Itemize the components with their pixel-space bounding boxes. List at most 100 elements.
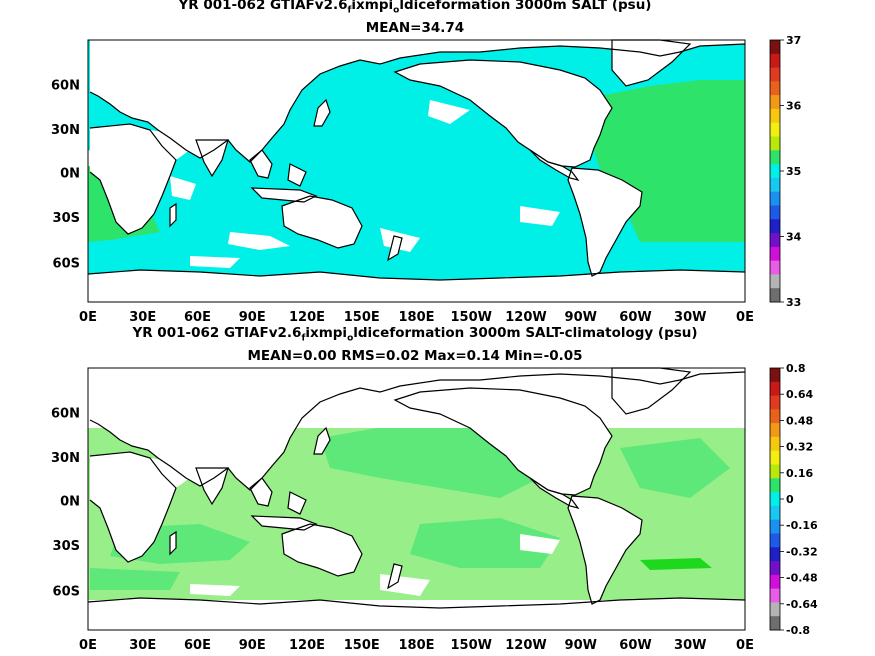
lat-tick-label: 0N	[60, 494, 80, 509]
colorbar-swatch	[770, 492, 780, 507]
colorbar-swatch	[770, 274, 780, 289]
lon-tick-label: 150E	[344, 638, 380, 653]
panel-2-title-part: YR 001-062 GTIAFv2.6	[132, 325, 302, 341]
panel-1-title-part: ldiceformation 3000m SALT (psu)	[399, 0, 652, 13]
colorbar-swatch	[770, 164, 780, 179]
colorbar-swatch	[770, 602, 780, 617]
colorbar-tick-label: 34	[786, 231, 802, 244]
colorbar-tick-label: -0.32	[786, 545, 818, 558]
axes-layer: 60N 30N 0N 30S 60S 0E 30E 60E 90E 120E 150E 180E 150…	[51, 79, 754, 653]
colorbar-tick-label: 0.32	[786, 441, 813, 454]
lon-tick-label: 120W	[505, 310, 546, 325]
lon-tick-label: 150W	[451, 310, 492, 325]
lon-tick-label: 150W	[451, 638, 492, 653]
panel-1-title-part: YR 001-062 GTIAFv2.6	[178, 0, 348, 13]
panel-2-title-sub: o	[347, 333, 354, 344]
map-panel-1	[87, 39, 746, 303]
colorbar-swatch	[770, 95, 780, 110]
lon-tick-label: 0E	[736, 638, 754, 653]
colorbar-swatch	[770, 561, 780, 576]
colorbar-swatch	[770, 191, 780, 206]
lon-tick-label: 60E	[184, 310, 211, 325]
lon-tick-label: 150E	[344, 310, 380, 325]
panel-1-title-part: ixmpi	[351, 0, 394, 13]
colorbar-tick-label: -0.16	[786, 519, 818, 532]
panel-2-title-sub: f	[301, 333, 306, 344]
anomaly-high-patch	[640, 558, 712, 570]
lon-tick-label: 0E	[736, 310, 754, 325]
lon-tick-label: 180E	[398, 638, 434, 653]
lon-tick-label: 30W	[674, 638, 706, 653]
colorbar-swatch	[770, 205, 780, 220]
lat-tick-label: 60N	[51, 407, 80, 422]
lon-tick-label: 120W	[505, 638, 546, 653]
panel-2-title-part: ixmpi	[305, 325, 348, 341]
lat-tick-label: 0N	[60, 166, 80, 181]
colorbar-swatch	[770, 450, 780, 466]
colorbar-swatch	[770, 436, 780, 452]
panel-2-stats: MEAN=0.00 RMS=0.02 Max=0.14 Min=-0.05	[247, 348, 583, 364]
colorbar-tick-label: -0.48	[786, 572, 818, 585]
colorbar-swatch	[770, 368, 780, 383]
map-frame-2	[87, 367, 746, 631]
lon-tick-label: 0E	[79, 638, 97, 653]
colorbar-swatch	[770, 519, 780, 534]
lat-tick-label: 30N	[51, 123, 80, 138]
colorbar-swatch	[770, 219, 780, 234]
lat-tick-label: 30S	[53, 211, 80, 226]
colorbar-swatch	[770, 260, 780, 275]
lat-tick-label: 60S	[53, 257, 80, 272]
colorbar-swatch	[770, 53, 780, 69]
map-frame-1	[87, 39, 746, 303]
panel-1-title-sub: o	[393, 5, 400, 16]
colorbar-tick-label: -0.8	[786, 624, 810, 637]
colorbar-swatch	[770, 395, 780, 410]
colorbar-tick-label: 0.8	[786, 362, 806, 375]
colorbar-swatch	[770, 67, 780, 82]
panel-1-stats: MEAN=34.74	[365, 20, 465, 36]
colorbar-tick-label: 0.16	[786, 467, 813, 480]
colorbar-swatch	[770, 150, 780, 165]
colorbar-swatch	[770, 233, 780, 248]
lon-tick-label: 90W	[565, 638, 597, 653]
colorbar-swatch	[770, 108, 780, 124]
colorbar-swatch	[770, 533, 780, 548]
panel-2-title-part: ldiceformation 3000m SALT-climatology (p…	[353, 325, 698, 341]
lon-tick-label: 60W	[619, 638, 651, 653]
panel-2-title: YR 001-062 GTIAFv2.6fixmpioldiceformatio…	[0, 325, 830, 344]
lon-tick-label: 90E	[239, 310, 266, 325]
lon-tick-label: 30W	[674, 310, 706, 325]
colorbar-swatch	[770, 616, 780, 631]
colorbar-swatch	[770, 381, 780, 397]
lat-tick-label: 30N	[51, 451, 80, 466]
lat-tick-label: 60N	[51, 79, 80, 94]
colorbar-swatch	[770, 122, 780, 138]
lon-tick-label: 120E	[289, 638, 325, 653]
lon-tick-label: 90E	[239, 638, 266, 653]
atlantic-high-salt-region	[594, 80, 745, 242]
colorbar-swatch	[770, 246, 780, 262]
colorbar-swatch	[770, 40, 780, 55]
colorbar-tick-label: 37	[786, 34, 801, 47]
colorbar-swatch	[770, 505, 780, 521]
lon-tick-label: 60E	[184, 638, 211, 653]
colorbar-tick-label: 36	[786, 100, 802, 113]
lon-tick-label: 30E	[129, 310, 156, 325]
colorbar-tick-label: -0.64	[786, 598, 818, 611]
lon-tick-label: 180E	[398, 310, 434, 325]
panel-1-title-sub: f	[347, 5, 352, 16]
colorbar-swatch	[770, 478, 780, 493]
colorbar-tick-label: 0	[786, 493, 794, 506]
colorbar-swatch	[770, 81, 780, 96]
colorbar-layer: 37 36 35 34 33 0.8 0.64 0.48 0.32 0.16 0 -0.16 -0.32…	[769, 34, 818, 637]
colorbar-swatch	[770, 288, 780, 303]
lat-tick-label: 60S	[53, 585, 80, 600]
lon-tick-label: 120E	[289, 310, 325, 325]
colorbar-tick-label: 33	[786, 296, 801, 309]
lon-tick-label: 60W	[619, 310, 651, 325]
lon-tick-label: 90W	[565, 310, 597, 325]
colorbar-tick-label: 0.64	[786, 388, 813, 401]
colorbar-swatch	[770, 588, 780, 603]
colorbar-swatch	[770, 423, 780, 438]
